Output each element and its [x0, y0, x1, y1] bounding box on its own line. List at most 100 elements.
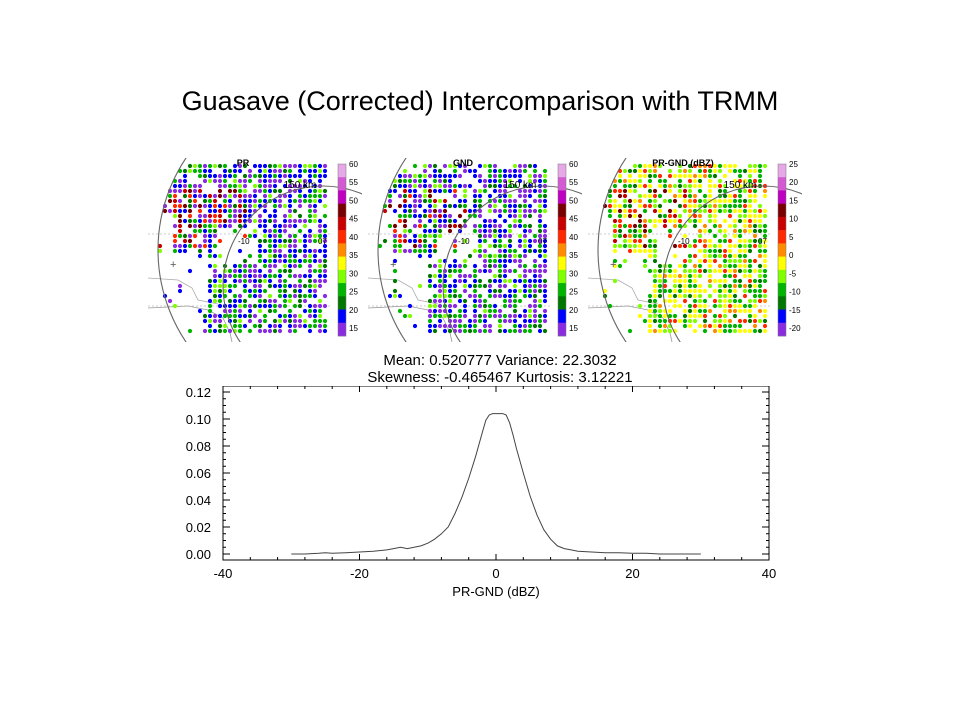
radar-echo-cell [207, 163, 213, 169]
radar-echo-cell [522, 213, 528, 219]
radar-echo-cell [407, 193, 413, 199]
radar-echo-cell [427, 243, 433, 249]
radar-echo-cell [637, 213, 643, 219]
radar-echo-cell [647, 268, 653, 274]
radar-echo-cell [747, 168, 753, 174]
radar-echo-cell [192, 218, 198, 224]
radar-echo-cell [532, 273, 538, 279]
radar-echo-cell [692, 173, 698, 179]
radar-echo-cell [512, 283, 518, 289]
radar-echo-cell [652, 188, 658, 194]
radar-echo-cell [632, 208, 638, 214]
radar-echo-cell [272, 218, 278, 224]
radar-echo-cell [207, 203, 213, 209]
plot-frame [222, 386, 770, 561]
radar-echo-cell [502, 278, 508, 284]
radar-echo-cell [407, 313, 413, 319]
radar-echo-cell [322, 173, 328, 179]
radar-echo-cell [542, 248, 548, 254]
radar-echo-cell [407, 178, 413, 184]
radar-echo-cell [207, 168, 213, 174]
radar-echo-cell [272, 198, 278, 204]
radar-echo-cell [462, 203, 468, 209]
radar-echo-cell [677, 183, 683, 189]
radar-echo-cell [712, 253, 718, 259]
color-scale-swatch [778, 256, 786, 271]
radar-echo-cell [742, 318, 748, 324]
radar-echo-cell [482, 328, 488, 334]
radar-echo-cell [532, 163, 538, 169]
radar-echo-cell [432, 283, 438, 289]
radar-echo-cell [672, 303, 678, 309]
radar-echo-cell [262, 258, 268, 264]
radar-echo-cell [482, 188, 488, 194]
radar-echo-cell [517, 178, 523, 184]
radar-echo-cell [502, 293, 508, 299]
radar-echo-cell [722, 188, 728, 194]
radar-echo-cell [187, 203, 193, 209]
radar-echo-cell [217, 313, 223, 319]
radar-echo-cell [522, 293, 528, 299]
radar-echo-cell [407, 238, 413, 244]
radar-echo-cell [222, 223, 228, 229]
color-scale-swatch [778, 177, 786, 191]
radar-echo-cell [227, 193, 233, 199]
radar-echo-cell [722, 318, 728, 324]
radar-echo-cell [722, 288, 728, 294]
radar-echo-cell [277, 163, 283, 169]
radar-echo-cell [702, 318, 708, 324]
radar-echo-cell [447, 283, 453, 289]
radar-echo-cell [722, 203, 728, 209]
radar-echo-cell [292, 198, 298, 204]
radar-echo-cell [697, 313, 703, 319]
radar-echo-cell [477, 278, 483, 284]
radar-echo-cell [707, 193, 713, 199]
radar-echo-cell [312, 268, 318, 274]
radar-echo-cell [502, 243, 508, 249]
radar-echo-cell [717, 313, 723, 319]
radar-echo-cell [217, 223, 223, 229]
radar-echo-cell [687, 278, 693, 284]
radar-echo-cell [712, 203, 718, 209]
radar-echo-cell [287, 203, 293, 209]
radar-echo-cell [702, 308, 708, 314]
radar-echo-cell [247, 278, 253, 284]
radar-echo-field [157, 163, 328, 334]
color-scale-label: 15 [569, 324, 578, 333]
radar-echo-cell [242, 188, 248, 194]
radar-echo-cell [642, 208, 648, 214]
radar-echo-cell [492, 273, 498, 279]
radar-echo-cell [512, 198, 518, 204]
radar-echo-cell [642, 258, 648, 264]
radar-echo-cell [747, 203, 753, 209]
radar-echo-cell [272, 188, 278, 194]
radar-echo-cell [727, 258, 733, 264]
radar-echo-cell [727, 248, 733, 254]
radar-echo-cell [542, 178, 548, 184]
radar-echo-cell [227, 183, 233, 189]
radar-echo-cell [742, 303, 748, 309]
radar-echo-cell [222, 163, 228, 169]
color-scale-label: 50 [569, 196, 578, 205]
radar-echo-cell [727, 238, 733, 244]
radar-echo-cell [247, 268, 253, 274]
radar-echo-cell [282, 238, 288, 244]
radar-echo-cell [492, 243, 498, 249]
radar-echo-cell [297, 273, 303, 279]
radar-echo-cell [322, 228, 328, 234]
radar-echo-cell [237, 318, 243, 324]
radar-echo-cell [647, 308, 653, 314]
radar-echo-cell [502, 218, 508, 224]
radar-echo-cell [252, 323, 258, 329]
radar-echo-cell [292, 163, 298, 169]
radar-echo-cell [232, 313, 238, 319]
radar-echo-cell [532, 313, 538, 319]
radar-echo-cell [722, 278, 728, 284]
radar-echo-cell [297, 218, 303, 224]
radar-echo-cell [437, 318, 443, 324]
radar-echo-cell [317, 193, 323, 199]
range-ring-inner [222, 185, 362, 342]
radar-echo-cell [502, 188, 508, 194]
radar-echo-cell [537, 228, 543, 234]
radar-echo-cell [247, 273, 253, 279]
